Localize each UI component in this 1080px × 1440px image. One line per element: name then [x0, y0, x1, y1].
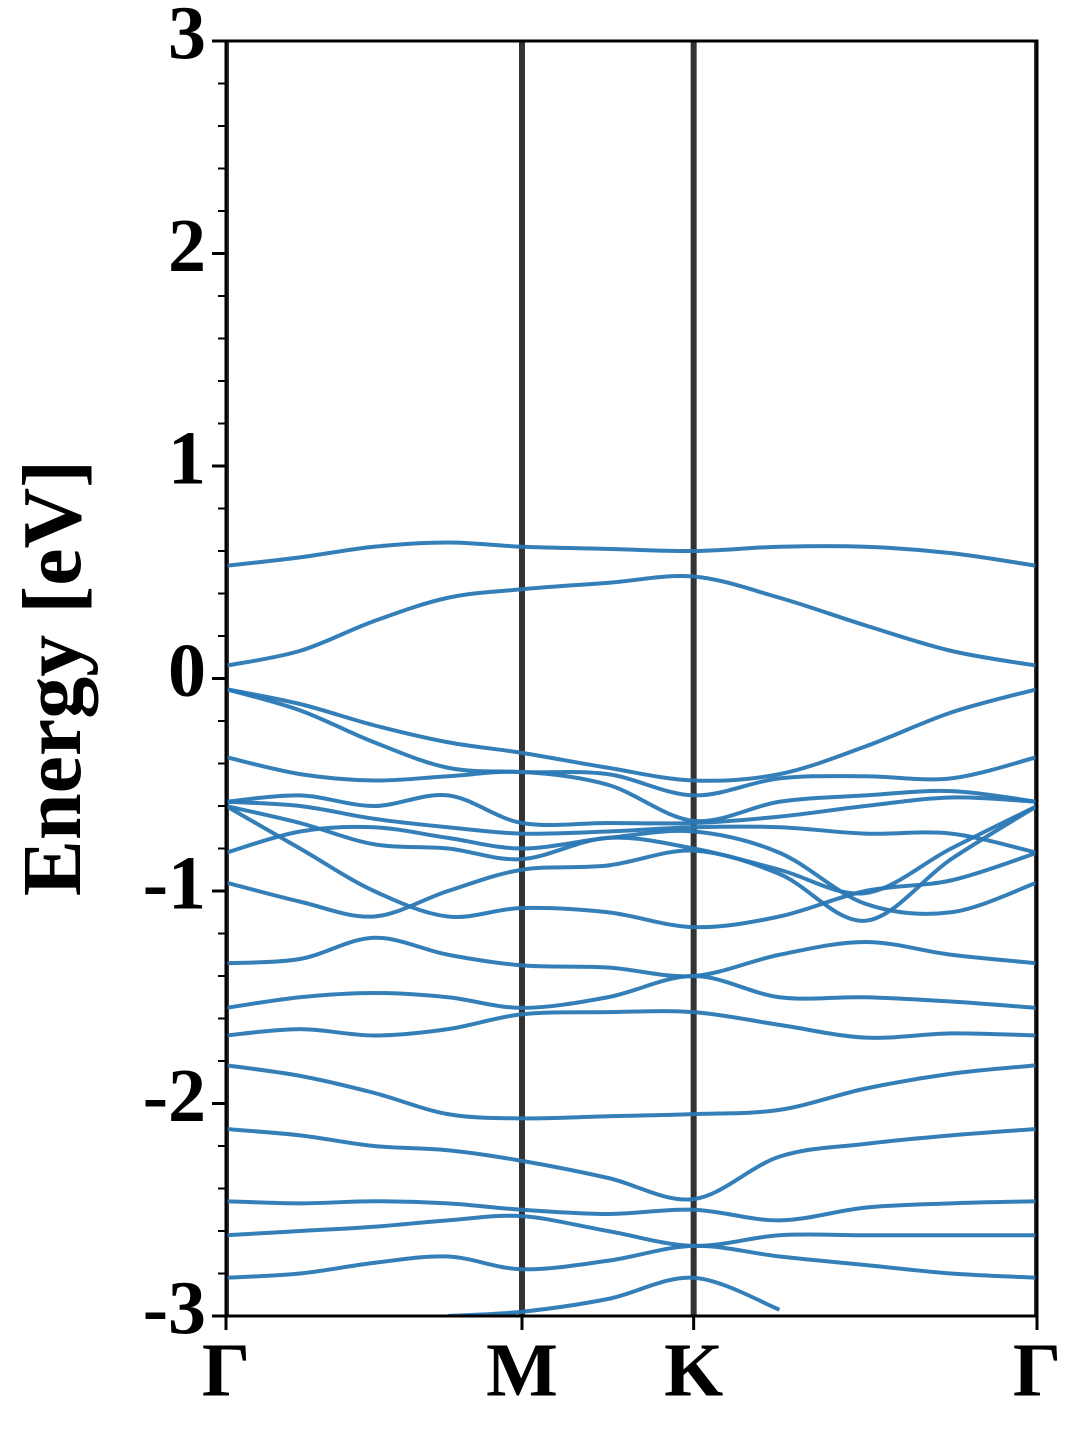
y-tick-label: -2	[143, 1054, 206, 1138]
x-tick-label: K	[664, 1328, 723, 1412]
band	[226, 804, 1037, 930]
band	[226, 1063, 1037, 1121]
x-tick-label: Γ	[202, 1328, 250, 1412]
band	[226, 1127, 1037, 1202]
band	[226, 1199, 1037, 1223]
band	[226, 687, 1037, 783]
band	[226, 799, 1037, 855]
band	[226, 755, 1037, 824]
band	[226, 687, 1037, 798]
y-tick-label: 1	[168, 416, 206, 500]
y-tick-label: 2	[168, 204, 206, 288]
plot-area	[226, 41, 1037, 1316]
y-tick-label: 0	[168, 629, 206, 713]
band	[226, 935, 1037, 979]
y-axis-label: Energy [eV]	[6, 460, 99, 896]
band	[226, 792, 1037, 828]
band	[226, 1009, 1037, 1040]
x-tick-label: Γ	[1013, 1328, 1061, 1412]
band	[226, 1243, 1037, 1280]
band	[226, 804, 1037, 896]
y-tick-label: 3	[168, 0, 206, 75]
band	[226, 804, 1037, 923]
band	[226, 973, 1037, 1010]
plot-frame	[224, 39, 1039, 1318]
x-tick-label: M	[486, 1328, 558, 1412]
band	[226, 1213, 1037, 1248]
band	[226, 574, 1037, 668]
y-tick-label: -3	[143, 1266, 206, 1350]
y-tick-label: -1	[143, 841, 206, 925]
band	[447, 1275, 781, 1316]
band	[226, 824, 1037, 916]
band	[226, 540, 1037, 568]
